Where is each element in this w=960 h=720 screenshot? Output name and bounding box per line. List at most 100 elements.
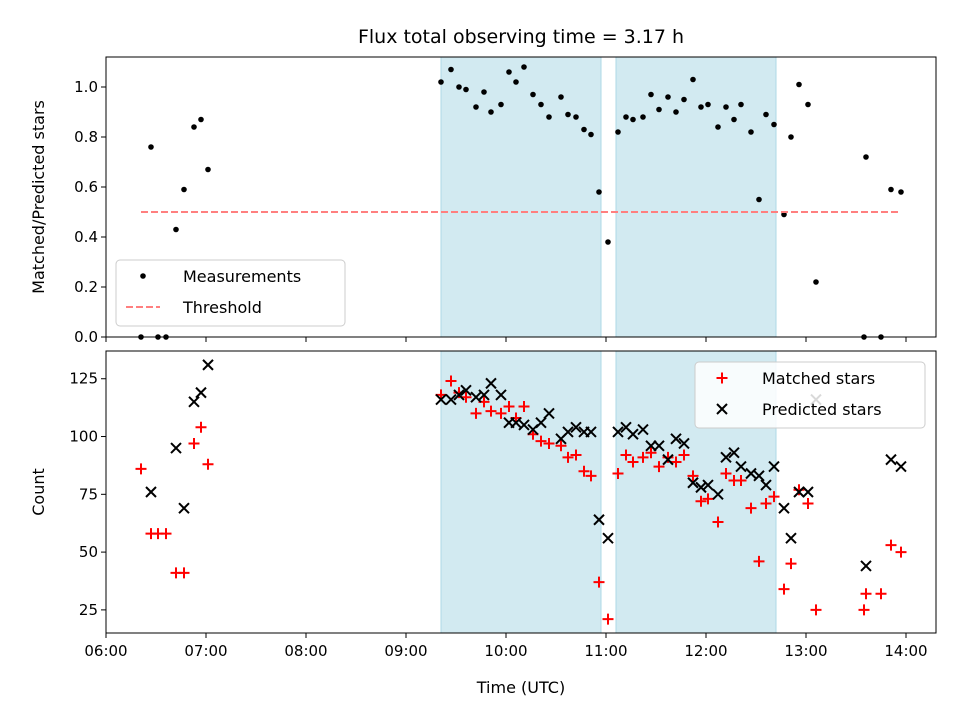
predicted-star-point [802,486,814,498]
measurement-point [513,79,519,85]
predicted-star-point [760,479,772,491]
predicted-star-point [702,479,714,491]
matched-star-point [695,495,707,507]
x-axis-label: Time (UTC) [476,678,565,697]
x-tick-label: 07:00 [184,642,227,660]
matched-star-point [745,502,757,514]
matched-star-point [687,470,699,482]
observing-interval [440,56,602,338]
matched-star-point [578,465,590,477]
predicted-star-point [470,391,482,403]
matched-star-point [570,449,582,461]
y-tick-label: 0.0 [74,328,98,346]
matched-star-point [495,407,507,419]
matched-star-point [760,498,772,510]
legend-marker-matched [716,372,728,384]
measurement-point [481,89,487,95]
measurement-point [665,94,671,100]
measurement-point [573,114,579,120]
y-tick-label: 0.2 [74,278,98,296]
predicted-star-point [593,514,605,526]
ratio-panel: 0.0 0.2 0.4 0.6 0.8 1.0 Matched/Predicted star… [29,56,937,346]
predicted-star-point [662,453,674,466]
predicted-star-point [202,359,214,371]
measurement-point [615,129,621,135]
matched-star-point [620,449,632,461]
matched-star-point [518,400,530,412]
matched-star-point [135,463,147,475]
predicted-star-point [435,393,447,406]
measurement-point [581,126,587,133]
measurement-point [448,66,454,73]
measurement-point [463,86,469,93]
predicted-star-point [895,460,907,473]
y-tick-label: 0.8 [74,128,98,146]
matched-star-point [188,437,200,449]
legend-label: Measurements [183,267,301,286]
matched-star-point [785,558,797,570]
measurement-point [748,129,754,135]
legend: Matched stars Predicted stars [694,361,926,429]
predicted-star-point [612,426,624,438]
predicted-star-point [460,384,472,397]
measurement-point [498,101,504,108]
predicted-star-point [570,421,582,433]
matched-star-point [810,604,822,616]
measurement-point [596,189,602,195]
y-tick-label: 50 [79,543,98,561]
matched-star-point [535,435,547,447]
predicted-star-point [728,446,740,459]
measurement-point [673,109,679,115]
matched-star-point [627,456,639,468]
measurement-point [640,114,646,120]
measurement-point [605,239,611,245]
legend-label: Threshold [182,298,262,317]
matched-star-point [485,405,497,417]
matched-star-point [637,451,649,463]
measurement-point [191,124,197,130]
measurement-point [521,64,527,70]
measurement-point [705,101,711,108]
matched-star-point [735,474,747,486]
predicted-star-point [753,470,765,482]
matched-star-point [178,567,190,579]
matched-star-point [562,451,574,463]
measurement-point [690,76,696,83]
measurement-point [698,104,704,110]
matched-star-point [860,588,872,600]
predicted-star-point [768,460,780,473]
x-tick-label: 09:00 [384,642,427,660]
measurement-point [756,196,762,203]
measurement-point [788,134,794,140]
y-tick-label: 100 [69,428,98,446]
predicted-star-point [670,433,682,445]
measurement-point [506,69,512,75]
matched-star-point [543,437,555,449]
matched-star-point [702,493,714,505]
measurement-point [588,131,594,138]
matched-star-point [802,498,814,510]
matched-star-point [602,613,614,625]
x-tick-label: 08:00 [284,642,327,660]
matched-star-point [712,516,724,528]
measurement-point [781,211,787,218]
predicted-star-point [653,440,665,452]
predicted-star-point [637,423,649,436]
measurement-point [456,84,462,90]
measurement-point [558,94,564,100]
predicted-star-point [860,560,872,572]
measurement-point [438,79,444,85]
y-axis-label: Matched/Predicted stars [29,100,48,294]
y-tick-label: 0.4 [74,228,98,246]
measurement-point [148,144,154,150]
predicted-star-point [485,377,497,390]
matched-star-point [645,447,657,459]
x-tick-label: 14:00 [884,642,927,660]
matched-star-point [895,546,907,558]
y-tick-label: 0.6 [74,178,98,196]
legend-box [115,259,346,327]
matched-star-point [875,588,887,600]
matched-star-point [720,468,732,480]
matched-star-point [585,470,597,482]
predicted-star-point [695,481,707,494]
